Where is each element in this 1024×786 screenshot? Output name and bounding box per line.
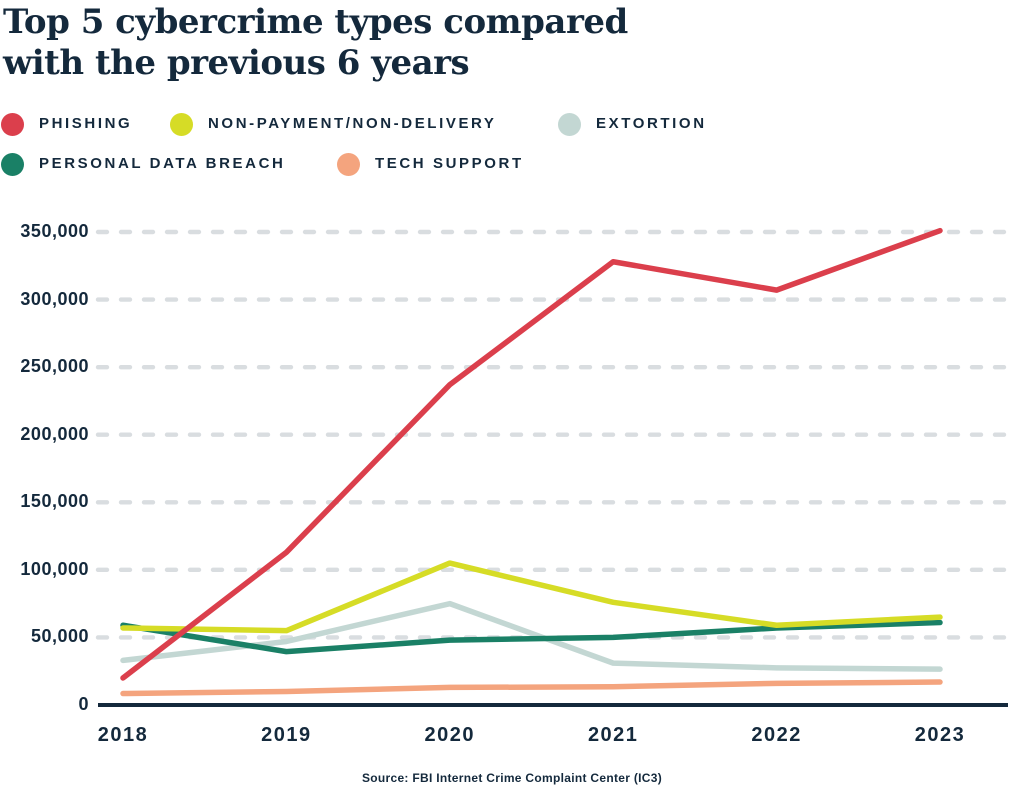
legend-item-extortion: EXTORTION xyxy=(558,112,707,136)
non-payment-dot-icon xyxy=(170,112,193,136)
legend-label-personal-data-breach: PERSONAL DATA BREACH xyxy=(39,155,286,172)
series-line-tech-support xyxy=(120,679,943,697)
x-axis-label: 2022 xyxy=(751,724,802,746)
x-axis-label: 2018 xyxy=(97,724,149,746)
series-line-non-payment-non-delivery xyxy=(120,560,943,634)
series-line-phishing xyxy=(120,227,943,681)
legend-label-phishing: PHISHING xyxy=(39,115,133,132)
y-axis-label: 150,000 xyxy=(20,491,89,512)
legend-label-non-payment: NON-PAYMENT/NON-DELIVERY xyxy=(208,115,497,132)
x-axis-label: 2023 xyxy=(914,724,966,746)
legend-item-personal-data-breach: PERSONAL DATA BREACH xyxy=(1,152,285,176)
extortion-dot-icon xyxy=(558,112,581,136)
x-axis-label: 2019 xyxy=(261,724,312,746)
y-axis-label: 200,000 xyxy=(20,423,89,444)
y-axis-label: 100,000 xyxy=(20,558,89,579)
page-title-line2: with the previous 6 years xyxy=(3,43,470,83)
tech-support-dot-icon xyxy=(337,152,360,176)
y-axis-label: 350,000 xyxy=(20,221,89,241)
x-axis-label: 2020 xyxy=(424,724,476,746)
legend-label-tech-support: TECH SUPPORT xyxy=(375,155,524,172)
y-axis-label: 0 xyxy=(78,694,89,714)
legend-item-tech-support: TECH SUPPORT xyxy=(337,152,524,176)
y-axis-label: 50,000 xyxy=(30,626,89,647)
x-axis-label: 2021 xyxy=(587,724,639,746)
source-note: Source: FBI Internet Crime Complaint Cen… xyxy=(361,771,663,785)
legend-item-phishing: PHISHING xyxy=(1,112,132,136)
page-title: Top 5 cybercrime types compared with the… xyxy=(3,2,628,84)
page-title-line1: Top 5 cybercrime types compared xyxy=(3,2,628,42)
y-axis-label: 250,000 xyxy=(20,356,89,377)
legend-label-extortion: EXTORTION xyxy=(596,115,707,132)
series-line-personal-data-breach xyxy=(120,619,943,655)
personal-data-breach-dot-icon xyxy=(1,152,24,176)
y-axis-label: 300,000 xyxy=(20,288,89,309)
phishing-dot-icon xyxy=(1,112,24,136)
legend-item-non-payment: NON-PAYMENT/NON-DELIVERY xyxy=(170,112,497,136)
